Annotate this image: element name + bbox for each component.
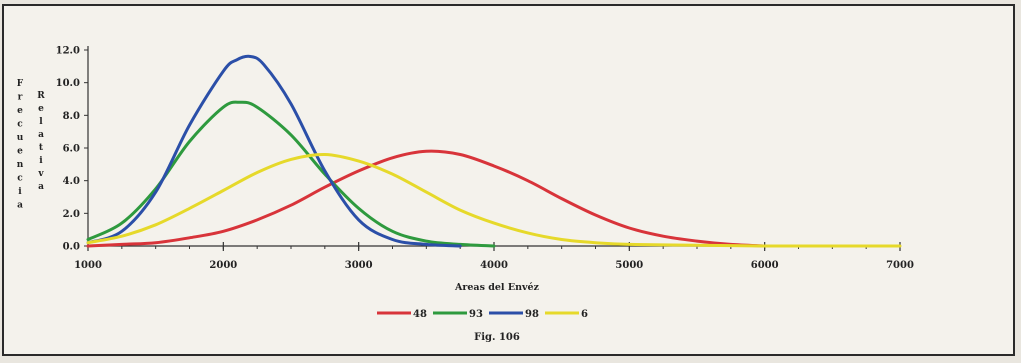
y-title-letter-relativa: v [37,169,44,179]
y-title-letter-frecuencia: c [17,120,23,130]
y-title-letter-frecuencia: i [18,187,22,197]
y-tick-label: 4.0 [63,176,80,187]
y-tick-label: 8.0 [63,111,80,122]
chart: 0.0 2.0 4.0 6.0 8.0 10.0 12.0 1000 2000 3000 4000 5… [17,46,914,344]
series-line-98 [86,54,462,248]
y-tick-label: 0.0 [63,242,80,253]
legend: 48 93 98 6 [377,309,588,320]
figure-caption: Fig. 106 [474,332,520,343]
series-line-93 [86,100,496,248]
y-tick-label: 10.0 [56,78,80,89]
x-tick-label: 6000 [751,260,779,271]
figure-frame: 0.0 2.0 4.0 6.0 8.0 10.0 12.0 1000 2000 3000 4000 5… [2,4,1015,356]
x-tick-label: 4000 [480,260,508,271]
legend-label-6: 6 [581,309,588,320]
y-title-letter-frecuencia: r [18,93,23,103]
series-lines [86,54,902,248]
y-title-letter-frecuencia: e [17,106,23,116]
legend-label-98: 98 [525,309,539,320]
y-tick-label: 12.0 [56,46,80,57]
series-line-48 [86,149,767,248]
y-title-letter-frecuencia: F [17,79,24,89]
y-title-letter-relativa: e [38,104,44,114]
legend-label-48: 48 [413,309,427,320]
x-tick-label: 3000 [345,260,373,271]
y-tick-label: 2.0 [63,209,80,220]
x-axis-title: Areas del Envéz [454,282,540,293]
y-title-letter-relativa: a [38,182,44,192]
y-title-letter-relativa: R [37,91,45,101]
y-tick-label: 6.0 [63,144,80,155]
y-title-letter-relativa: a [38,130,44,140]
y-title-letter-relativa: i [39,156,43,166]
y-title-letter-frecuencia: e [17,147,23,157]
y-title-letter-relativa: t [39,143,44,153]
axes: 0.0 2.0 4.0 6.0 8.0 10.0 12.0 1000 2000 3000 4000 5… [56,46,914,272]
x-tick-label: 1000 [74,260,102,271]
y-title-letter-frecuencia: c [17,174,23,184]
y-title-letter-relativa: l [39,117,43,127]
y-title-letter-frecuencia: a [17,201,23,211]
legend-label-93: 93 [469,309,483,320]
y-title-letter-frecuencia: u [17,133,24,143]
x-tick-label: 2000 [209,260,237,271]
x-tick-label: 7000 [886,260,914,271]
series-line-6 [86,152,902,248]
x-tick-label: 5000 [615,260,643,271]
y-title-letter-frecuencia: n [17,160,24,170]
